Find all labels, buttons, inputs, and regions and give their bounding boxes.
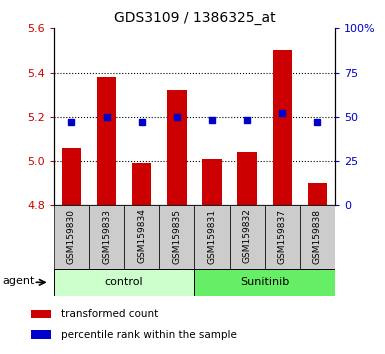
Bar	[124, 205, 159, 269]
Bar	[62, 148, 81, 205]
Text: GSM159838: GSM159838	[313, 209, 322, 263]
Text: control: control	[105, 277, 144, 287]
Bar	[194, 205, 229, 269]
Bar	[264, 205, 300, 269]
Bar	[194, 269, 335, 296]
Bar	[89, 205, 124, 269]
Text: transformed count: transformed count	[61, 309, 159, 319]
Bar	[54, 269, 194, 296]
Bar	[203, 159, 222, 205]
Text: GSM159832: GSM159832	[243, 209, 252, 263]
Text: GSM159830: GSM159830	[67, 209, 76, 263]
Bar	[308, 183, 327, 205]
Text: GSM159837: GSM159837	[278, 209, 287, 263]
Text: GSM159835: GSM159835	[172, 209, 181, 263]
Bar	[300, 205, 335, 269]
Text: percentile rank within the sample: percentile rank within the sample	[61, 330, 237, 339]
Text: agent: agent	[3, 276, 35, 286]
Text: GSM159834: GSM159834	[137, 209, 146, 263]
Bar	[54, 205, 89, 269]
Text: GSM159833: GSM159833	[102, 209, 111, 263]
Bar	[238, 152, 257, 205]
Bar	[167, 90, 186, 205]
Bar	[31, 331, 51, 339]
Bar	[97, 77, 116, 205]
Text: GSM159831: GSM159831	[208, 209, 216, 263]
Title: GDS3109 / 1386325_at: GDS3109 / 1386325_at	[114, 11, 275, 24]
Bar	[132, 163, 151, 205]
Bar	[159, 205, 194, 269]
Bar	[273, 50, 292, 205]
Bar	[229, 205, 265, 269]
Bar	[31, 310, 51, 318]
Text: Sunitinib: Sunitinib	[240, 277, 289, 287]
